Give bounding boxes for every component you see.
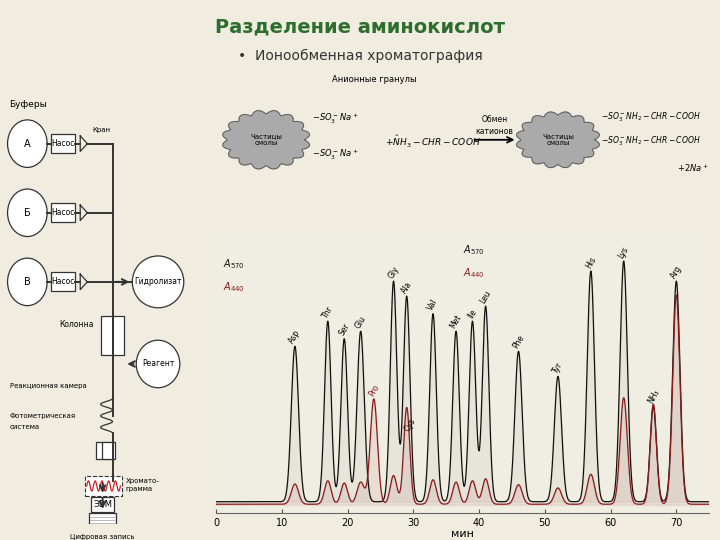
Bar: [51, 272, 75, 292]
Text: $A_{570}$: $A_{570}$: [222, 257, 244, 271]
Text: $-SO_3^- NH_2-CHR-COOH$: $-SO_3^- NH_2-CHR-COOH$: [601, 111, 701, 124]
Text: Met: Met: [449, 313, 464, 330]
Ellipse shape: [8, 258, 48, 306]
Bar: [89, 513, 117, 528]
Text: А: А: [24, 139, 31, 148]
Text: Cys: Cys: [402, 416, 418, 433]
X-axis label: мин: мин: [451, 529, 474, 539]
Text: Реагент: Реагент: [142, 360, 174, 368]
Text: Tyr: Tyr: [552, 361, 564, 375]
Text: $-SO_3^- Na^+$: $-SO_3^- Na^+$: [312, 148, 359, 163]
Bar: [101, 316, 125, 355]
Text: Реакционная камера: Реакционная камера: [9, 383, 86, 389]
Text: Анионные гранулы: Анионные гранулы: [332, 75, 417, 84]
Text: грамма: грамма: [125, 487, 153, 492]
Text: Б: Б: [24, 208, 31, 218]
Text: $A_{440}$: $A_{440}$: [222, 280, 244, 294]
Text: $-SO_3^- NH_2-CHR-COOH$: $-SO_3^- NH_2-CHR-COOH$: [601, 135, 701, 148]
Text: Arg: Arg: [669, 264, 683, 280]
Text: •  Ионообменная хроматография: • Ионообменная хроматография: [238, 49, 482, 63]
Text: ЭВМ: ЭВМ: [93, 500, 112, 509]
Text: Частицы
смолы: Частицы смолы: [542, 133, 574, 146]
Polygon shape: [222, 111, 310, 169]
Text: В: В: [24, 277, 31, 287]
Text: Фотометрическая: Фотометрическая: [9, 413, 76, 419]
Ellipse shape: [8, 120, 48, 167]
Bar: [85, 476, 122, 496]
Text: Буферы: Буферы: [9, 100, 48, 109]
Text: Phe: Phe: [511, 333, 526, 350]
Text: Насос: Насос: [51, 139, 75, 148]
Text: система: система: [9, 424, 40, 430]
Text: $+ \^{N}H_3-CHR-COOH$: $+ \^{N}H_3-CHR-COOH$: [385, 134, 481, 150]
Text: Ala: Ala: [400, 280, 414, 295]
Text: $+ 2Na^+$: $+ 2Na^+$: [678, 162, 709, 174]
Bar: [91, 497, 114, 512]
Text: Разделение аминокислот: Разделение аминокислот: [215, 18, 505, 37]
Text: Gly: Gly: [387, 265, 400, 280]
Text: Кран: Кран: [93, 126, 111, 132]
Polygon shape: [516, 112, 599, 167]
Text: Pro: Pro: [367, 382, 381, 397]
Ellipse shape: [8, 189, 48, 237]
Text: Частицы
смолы: Частицы смолы: [250, 133, 282, 146]
Text: $-SO_3^- Na^+$: $-SO_3^- Na^+$: [312, 112, 359, 126]
Bar: [51, 134, 75, 153]
Text: Ile: Ile: [467, 308, 479, 320]
Text: NH₃: NH₃: [646, 388, 661, 405]
Ellipse shape: [136, 340, 180, 388]
Text: Leu: Leu: [478, 288, 493, 305]
Bar: [96, 442, 109, 459]
Text: $A_{570}$: $A_{570}$: [463, 244, 484, 257]
Text: Glu: Glu: [354, 314, 368, 330]
Text: Asp: Asp: [287, 328, 302, 345]
Text: Насос: Насос: [51, 208, 75, 217]
Bar: [102, 442, 115, 459]
Text: катионов: катионов: [476, 127, 513, 136]
Text: Ser: Ser: [337, 322, 351, 338]
Text: Гидролизат: Гидролизат: [135, 278, 181, 286]
Text: Насос: Насос: [51, 278, 75, 286]
Text: Lys: Lys: [617, 245, 631, 260]
Text: Val: Val: [426, 298, 440, 313]
Text: $A_{440}$: $A_{440}$: [463, 266, 485, 280]
Text: His: His: [584, 255, 598, 270]
Ellipse shape: [132, 256, 184, 308]
Bar: [51, 203, 75, 222]
Text: Обмен: Обмен: [482, 114, 508, 124]
Text: Цифровая запись: Цифровая запись: [71, 534, 135, 540]
Text: Хромато-: Хромато-: [125, 478, 159, 484]
Text: Колонна: Колонна: [59, 320, 94, 329]
Text: Thr: Thr: [320, 305, 335, 320]
